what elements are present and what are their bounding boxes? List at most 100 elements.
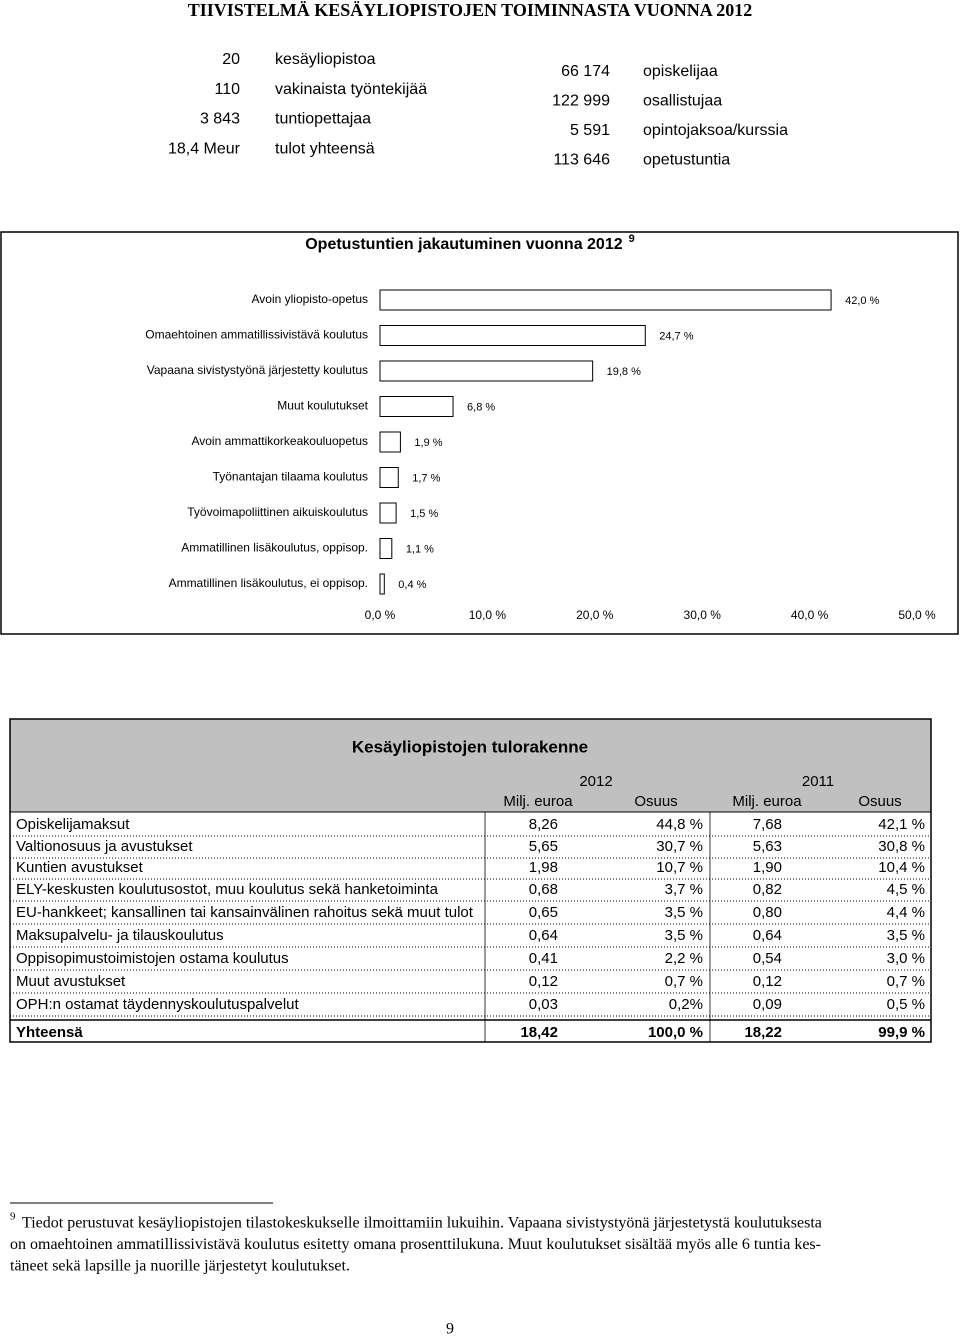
category-label: Ammatillinen lisäkoulutus, oppisop. — [181, 541, 368, 555]
year-header: 2012 — [579, 773, 612, 790]
category-label: Ammatillinen lisäkoulutus, ei oppisop. — [169, 576, 368, 590]
category-label: Omaehtoinen ammatillissivistävä koulutus — [145, 328, 368, 342]
cell-value: 0,65 — [529, 904, 558, 921]
category-label: Vapaana sivistystyönä järjestetty koulut… — [147, 363, 368, 377]
row-label: OPH:n ostamat täydennyskoulutuspalvelut — [16, 996, 299, 1013]
stat-label: opiskelijaa — [643, 63, 718, 80]
bar — [379, 289, 832, 311]
cell-value: 0,54 — [753, 950, 782, 967]
cell-value: 44,8 % — [656, 816, 703, 833]
stat-label: tulot yhteensä — [275, 140, 375, 157]
value-label: 1,7 % — [412, 472, 440, 484]
cell-value: 5,65 — [529, 838, 558, 855]
stat-label: tuntiopettajaa — [275, 111, 371, 128]
x-tick-label: 50,0 % — [898, 608, 936, 622]
row-label: ELY-keskusten koulutusostot, muu koulutu… — [16, 881, 439, 898]
bar — [379, 502, 397, 524]
cell-value: 0,41 — [529, 950, 558, 967]
cell-value: 0,09 — [753, 996, 782, 1013]
cell-value: 0,68 — [529, 881, 558, 898]
category-label: Avoin ammattikorkeakouluopetus — [191, 434, 368, 448]
footnote-line: on omaehtoinen ammatillissivistävä koulu… — [10, 1236, 821, 1253]
cell-value: 7,68 — [753, 816, 782, 833]
stat-label: kesäyliopistoa — [275, 51, 376, 68]
cell-value: 5,63 — [753, 838, 782, 855]
cell-value: 0,7 % — [665, 973, 703, 990]
cell-value: 0,80 — [753, 904, 782, 921]
stat-value: 18,4 Meur — [168, 140, 241, 157]
stat-value: 20 — [222, 51, 240, 68]
value-label: 19,8 % — [607, 366, 641, 378]
value-label: 1,9 % — [414, 437, 442, 449]
bar — [379, 573, 385, 595]
table-title: Kesäyliopistojen tulorakenne — [352, 737, 588, 756]
value-label: 24,7 % — [659, 330, 693, 342]
stat-value: 113 646 — [553, 152, 610, 169]
cell-value: 3,5 % — [665, 927, 703, 944]
bar — [379, 325, 646, 346]
cell-value: 10,4 % — [878, 859, 925, 876]
category-label: Työnantajan tilaama koulutus — [213, 470, 368, 484]
cell-value: 3,7 % — [665, 881, 703, 898]
stat-value: 66 174 — [561, 63, 610, 80]
stat-label: opetustuntia — [643, 152, 730, 169]
cell-value: 3,0 % — [887, 950, 925, 967]
cell-value: 99,9 % — [878, 1024, 925, 1041]
category-label: Avoin yliopisto-opetus — [251, 292, 368, 306]
row-label: Opiskelijamaksut — [16, 816, 130, 833]
stat-label: opintojaksoa/kurssia — [643, 122, 788, 139]
cell-value: 0,5 % — [887, 996, 925, 1013]
row-label: Kuntien avustukset — [16, 859, 144, 876]
cell-value: 30,7 % — [656, 838, 703, 855]
chart-title-text: Opetustuntien jakautuminen vuonna 2012 — [305, 236, 622, 253]
cell-value: 1,98 — [529, 859, 558, 876]
page-title: TIIVISTELMÄ KESÄYLIOPISTOJEN TOIMINNASTA… — [188, 0, 752, 20]
cell-value: 4,5 % — [887, 881, 925, 898]
stat-value: 110 — [214, 81, 240, 98]
cell-value: 42,1 % — [878, 816, 925, 833]
chart-title: Opetustuntien jakautuminen vuonna 2012 9 — [305, 233, 635, 253]
cell-value: 4,4 % — [887, 904, 925, 921]
cell-value: 0,12 — [529, 973, 558, 990]
row-label: Yhteensä — [16, 1024, 83, 1041]
value-label: 6,8 % — [467, 401, 495, 413]
column-header: Milj. euroa — [503, 793, 573, 810]
row-label: EU-hankkeet; kansallinen tai kansainväli… — [16, 904, 474, 921]
row-label: Maksupalvelu- ja tilauskoulutus — [16, 927, 224, 944]
cell-value: 18,42 — [520, 1024, 558, 1041]
value-label: 1,1 % — [406, 543, 434, 555]
column-header: Milj. euroa — [732, 793, 802, 810]
cell-value: 100,0 % — [648, 1024, 703, 1041]
cell-value: 8,26 — [529, 816, 558, 833]
category-label: Muut koulutukset — [277, 399, 368, 413]
x-tick-label: 20,0 % — [576, 608, 614, 622]
cell-value: 3,5 % — [665, 904, 703, 921]
column-header: Osuus — [634, 793, 677, 810]
cell-value: 2,2 % — [665, 950, 703, 967]
stat-value: 122 999 — [552, 93, 610, 110]
footnote-mark: 9 — [10, 1211, 16, 1223]
table-frame — [9, 718, 932, 1043]
cell-value: 0,64 — [529, 927, 558, 944]
value-label: 42,0 % — [845, 295, 879, 307]
page-number: 9 — [446, 1321, 454, 1338]
category-label: Työvoimapoliittinen aikuiskoulutus — [187, 505, 368, 519]
footnote-line: täneet sekä lapsille ja nuorille järjest… — [10, 1258, 350, 1275]
year-header: 2011 — [802, 773, 834, 790]
footnote-line: Tiedot perustuvat kesäyliopistojen tilas… — [22, 1215, 822, 1232]
x-tick-label: 30,0 % — [684, 608, 722, 622]
cell-value: 1,90 — [753, 859, 782, 876]
cell-value: 3,5 % — [887, 927, 925, 944]
x-tick-label: 0,0 % — [365, 608, 396, 622]
row-label: Valtionosuus ja avustukset — [16, 838, 193, 855]
cell-value: 0,2% — [669, 996, 703, 1013]
bar — [379, 431, 401, 453]
stat-value: 3 843 — [200, 111, 240, 128]
row-label: Oppisopimustoimistojen ostama koulutus — [16, 950, 289, 967]
x-tick-label: 10,0 % — [469, 608, 507, 622]
column-header: Osuus — [858, 793, 901, 810]
cell-value: 0,64 — [753, 927, 782, 944]
x-tick-label: 40,0 % — [791, 608, 829, 622]
stat-label: vakinaista työntekijää — [275, 81, 427, 98]
